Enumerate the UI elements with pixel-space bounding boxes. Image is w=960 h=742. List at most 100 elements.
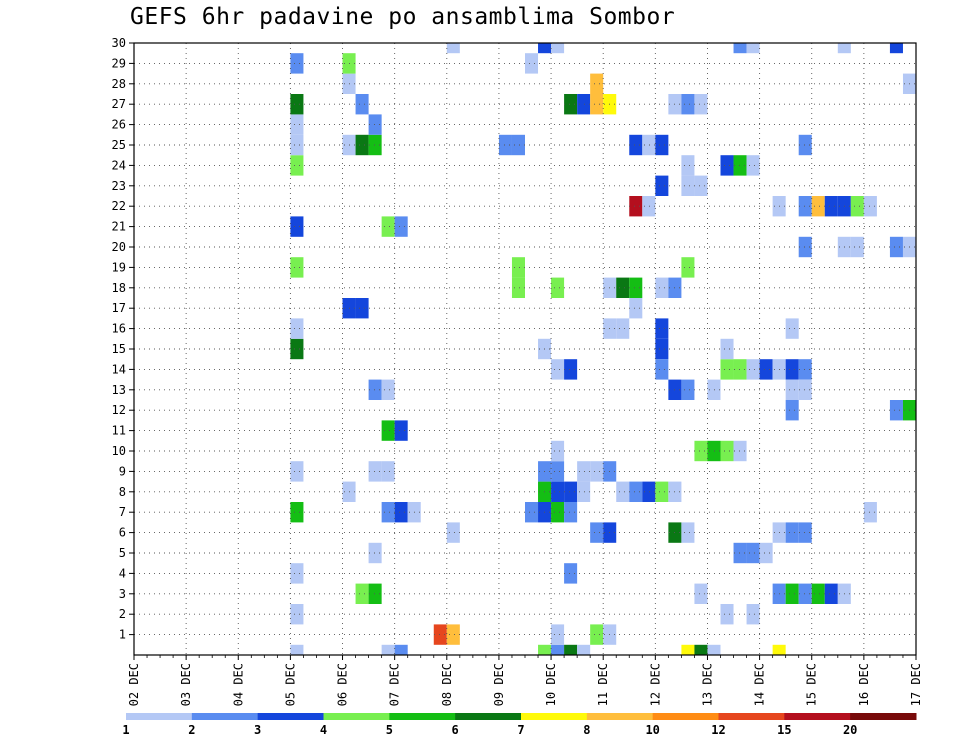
x-tick-label: 09 DEC [492, 663, 506, 706]
heatmap-cell [290, 134, 304, 156]
heatmap-cell [511, 277, 525, 298]
y-tick-label: 21 [112, 220, 126, 234]
heatmap-cell [381, 216, 395, 237]
heatmap-cell [290, 502, 304, 523]
heatmap-cell [590, 94, 604, 115]
heatmap-cell [590, 522, 604, 543]
heatmap-cell [290, 338, 304, 360]
y-tick-label: 7 [119, 505, 126, 519]
heatmap-cell [694, 583, 708, 604]
heatmap-cell [746, 542, 760, 564]
heatmap-cell [290, 155, 304, 176]
heatmap-cell [733, 155, 747, 176]
heatmap-cell [889, 400, 903, 421]
heatmap-cell [720, 604, 734, 625]
colorbar-swatch [389, 713, 456, 720]
heatmap-cell [798, 359, 812, 380]
y-tick-label: 17 [112, 301, 126, 315]
heatmap-cell [355, 94, 369, 115]
y-tick-label: 2 [119, 607, 126, 621]
colorbar-swatch [126, 713, 193, 720]
heatmap-cell [681, 175, 695, 196]
heatmap-cell [394, 216, 408, 237]
x-tick-label: 03 DEC [179, 663, 193, 706]
colorbar-label: 1 [122, 723, 129, 737]
heatmap-cell [368, 114, 382, 135]
heatmap-cell [681, 522, 695, 543]
heatmap-cell [707, 379, 721, 400]
heatmap-cell [538, 644, 552, 655]
heatmap-cell [538, 43, 552, 54]
y-tick-label: 23 [112, 179, 126, 193]
heatmap-cell [629, 298, 643, 319]
heatmap-cell [511, 134, 525, 156]
heatmap-cell [590, 624, 604, 645]
heatmap-cell [733, 440, 747, 462]
heatmap-cell [746, 604, 760, 625]
x-tick-label: 11 DEC [596, 663, 610, 706]
heatmap-cell [642, 481, 656, 502]
y-tick-label: 13 [112, 383, 126, 397]
x-tick-label: 02 DEC [127, 663, 141, 706]
colorbar-swatch [718, 713, 785, 720]
heatmap-cell [290, 257, 304, 278]
heatmap-cell [655, 175, 669, 196]
heatmap-cell [629, 196, 643, 217]
x-tick-label: 10 DEC [544, 663, 558, 706]
heatmap-cell [290, 563, 304, 584]
heatmap-cell [655, 277, 669, 298]
heatmap-cell [889, 236, 903, 258]
heatmap-cell [551, 440, 565, 462]
heatmap-cell [733, 43, 747, 54]
heatmap-cell [694, 644, 708, 655]
heatmap-cell [616, 318, 630, 339]
x-tick-label: 12 DEC [648, 663, 662, 706]
y-tick-label: 9 [119, 464, 126, 478]
heatmap-cell [381, 420, 395, 441]
x-tick-label: 06 DEC [336, 663, 350, 706]
heatmap-cell [590, 461, 604, 482]
heatmap-cell [551, 277, 565, 298]
colorbar-label: 3 [254, 723, 261, 737]
heatmap-cell [759, 542, 773, 564]
heatmap-cell [798, 134, 812, 156]
colorbar-swatch [521, 713, 588, 720]
heatmap-cell [863, 502, 877, 523]
heatmap-cell [525, 502, 539, 523]
y-tick-label: 16 [112, 322, 126, 336]
heatmap-cell [811, 196, 825, 217]
colorbar-label: 5 [386, 723, 393, 737]
heatmap-cell [290, 318, 304, 339]
heatmap-cell [564, 502, 578, 523]
y-tick-label: 27 [112, 97, 126, 111]
heatmap-cell [564, 359, 578, 380]
y-tick-label: 18 [112, 281, 126, 295]
heatmap-cell [655, 134, 669, 156]
x-axis: 02 DEC 03 DEC 04 DEC 05 DEC 06 DEC 07 DEC 08 D… [127, 655, 923, 706]
heatmap-cell [681, 379, 695, 400]
y-tick-label: 3 [119, 587, 126, 601]
heatmap-cell [785, 400, 799, 421]
heatmap-cell [850, 196, 864, 217]
heatmap-cell [551, 624, 565, 645]
heatmap-cell [394, 420, 408, 441]
y-tick-label: 8 [119, 485, 126, 499]
heatmap-cell [746, 43, 760, 54]
heatmap-cell [394, 502, 408, 523]
heatmap-cell [577, 644, 591, 655]
heatmap-cell [642, 196, 656, 217]
y-tick-label: 25 [112, 138, 126, 152]
y-tick-label: 12 [112, 403, 126, 417]
heatmap-cell [681, 257, 695, 278]
heatmap-cell [642, 134, 656, 156]
colorbar-swatch [784, 713, 851, 720]
heatmap-cell [551, 502, 565, 523]
colorbar-label: 20 [843, 723, 857, 737]
heatmap-cell [655, 338, 669, 360]
colorbar-label: 2 [188, 723, 195, 737]
colorbar-swatch [850, 713, 917, 720]
heatmap-cell [290, 94, 304, 115]
colorbar-label: 4 [320, 723, 327, 737]
x-tick-label: 14 DEC [753, 663, 767, 706]
